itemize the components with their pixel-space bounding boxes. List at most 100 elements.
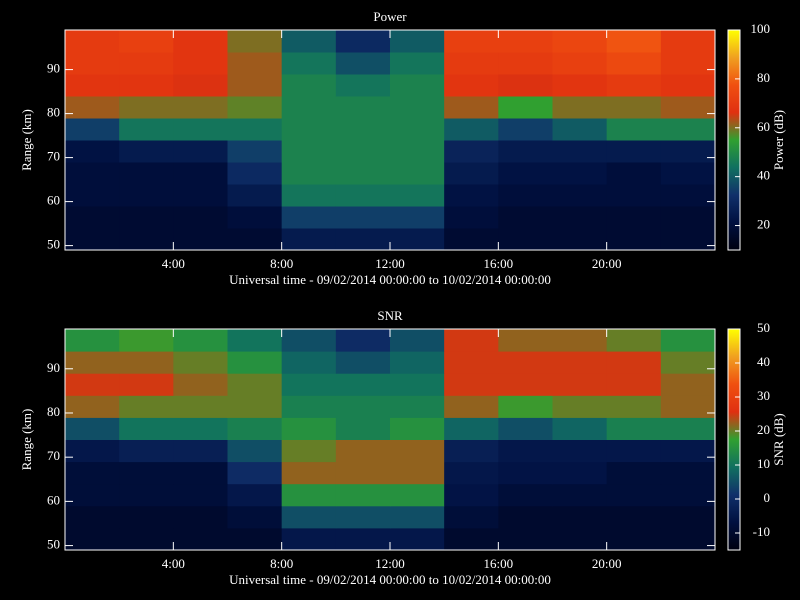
heatmap-cell bbox=[281, 461, 337, 485]
heatmap-cell bbox=[119, 461, 174, 485]
heatmap-cell bbox=[498, 96, 553, 119]
heatmap-cell bbox=[498, 162, 553, 185]
heatmap-cell bbox=[390, 373, 445, 396]
y-tick-label: 70 bbox=[47, 149, 60, 164]
heatmap-cell bbox=[390, 351, 445, 374]
heatmap-cell bbox=[390, 329, 445, 352]
heatmap-cell bbox=[660, 527, 716, 551]
x-tick-label: 20:00 bbox=[592, 556, 622, 571]
heatmap-cell bbox=[552, 206, 608, 229]
colorbar bbox=[727, 328, 741, 551]
heatmap-cell bbox=[660, 329, 716, 352]
heatmap-cell bbox=[119, 395, 174, 418]
heatmap-cell bbox=[335, 74, 391, 97]
heatmap-cell bbox=[606, 439, 662, 463]
heatmap-cell bbox=[444, 96, 499, 119]
y-tick-label: 50 bbox=[47, 237, 60, 252]
heatmap-cell bbox=[119, 527, 174, 551]
heatmap-cell bbox=[444, 329, 499, 352]
heatmap-cell bbox=[498, 30, 553, 53]
heatmap-cell bbox=[552, 162, 608, 185]
heatmap-cell bbox=[606, 206, 662, 229]
heatmap-cell bbox=[498, 74, 553, 97]
x-tick-label: 4:00 bbox=[162, 256, 185, 271]
heatmap-cell bbox=[390, 483, 445, 507]
heatmap-cell bbox=[335, 96, 391, 119]
heatmap-cell bbox=[65, 329, 120, 352]
heatmap-cell bbox=[119, 74, 174, 97]
heatmap-cell bbox=[227, 96, 283, 119]
heatmap-cell bbox=[281, 228, 337, 251]
y-axis-label: Range (km) bbox=[19, 409, 34, 471]
heatmap-cell bbox=[335, 351, 391, 374]
x-tick-label: 12:00 bbox=[375, 256, 405, 271]
heatmap-cell bbox=[498, 461, 553, 485]
heatmap-cell bbox=[173, 118, 228, 141]
heatmap-cell bbox=[227, 228, 283, 251]
heatmap-cell bbox=[552, 228, 608, 251]
heatmap-cell bbox=[65, 461, 120, 485]
heatmap-cell bbox=[444, 373, 499, 396]
heatmap-cell bbox=[281, 527, 337, 551]
heatmap-cell bbox=[390, 461, 445, 485]
heatmap-cell bbox=[444, 505, 499, 529]
heatmap-cell bbox=[119, 140, 174, 163]
colorbar-tick-label: -10 bbox=[753, 524, 770, 539]
heatmap-cell bbox=[173, 395, 228, 418]
heatmap-cell bbox=[335, 505, 391, 529]
heatmap-cell bbox=[660, 228, 716, 251]
heatmap-cell bbox=[119, 505, 174, 529]
heatmap-cell bbox=[660, 461, 716, 485]
heatmap-cell bbox=[173, 505, 228, 529]
heatmap-cell bbox=[119, 329, 174, 352]
heatmap-cell bbox=[606, 118, 662, 141]
heatmap-cell bbox=[498, 140, 553, 163]
heatmap-cell bbox=[281, 74, 337, 97]
colorbar-tick-label: 0 bbox=[764, 490, 771, 505]
heatmap-cell bbox=[498, 206, 553, 229]
heatmap-cell bbox=[173, 30, 228, 53]
heatmap-cell bbox=[660, 30, 716, 53]
colorbar-tick-label: 10 bbox=[757, 456, 770, 471]
y-tick-label: 60 bbox=[47, 193, 60, 208]
colorbar-tick-label: 50 bbox=[757, 320, 770, 335]
heatmap-cell bbox=[173, 439, 228, 463]
heatmap-cell bbox=[660, 351, 716, 374]
heatmap-cell bbox=[227, 140, 283, 163]
heatmap-cell bbox=[119, 96, 174, 119]
heatmap-cell bbox=[606, 373, 662, 396]
heatmap-cell bbox=[173, 74, 228, 97]
heatmap-cell bbox=[335, 461, 391, 485]
heatmap-cell bbox=[660, 373, 716, 396]
heatmap-cell bbox=[335, 184, 391, 207]
heatmap-cell bbox=[281, 162, 337, 185]
heatmap-cell bbox=[119, 483, 174, 507]
heatmap-cell bbox=[335, 30, 391, 53]
heatmap-cell bbox=[498, 395, 553, 418]
heatmap-cell bbox=[335, 206, 391, 229]
x-tick-label: 8:00 bbox=[270, 556, 293, 571]
heatmap-cell bbox=[173, 140, 228, 163]
heatmap-cell bbox=[227, 505, 283, 529]
heatmap-cell bbox=[606, 96, 662, 119]
heatmap-cell bbox=[173, 184, 228, 207]
heatmap-cell bbox=[552, 184, 608, 207]
heatmap-cell bbox=[65, 162, 120, 185]
heatmap-cell bbox=[606, 162, 662, 185]
heatmap-cell bbox=[173, 373, 228, 396]
heatmap-cell bbox=[444, 417, 499, 440]
heatmap-cell bbox=[227, 527, 283, 551]
heatmap-cell bbox=[173, 351, 228, 374]
heatmap-cell bbox=[552, 373, 608, 396]
heatmap-cell bbox=[660, 395, 716, 418]
heatmap-cell bbox=[390, 140, 445, 163]
heatmap-cell bbox=[390, 30, 445, 53]
heatmap-cell bbox=[660, 184, 716, 207]
y-tick-label: 70 bbox=[47, 448, 60, 463]
heatmap-cell bbox=[281, 439, 337, 463]
heatmap-cell bbox=[444, 395, 499, 418]
heatmap-cell bbox=[119, 206, 174, 229]
panel-title: Power bbox=[373, 9, 407, 24]
